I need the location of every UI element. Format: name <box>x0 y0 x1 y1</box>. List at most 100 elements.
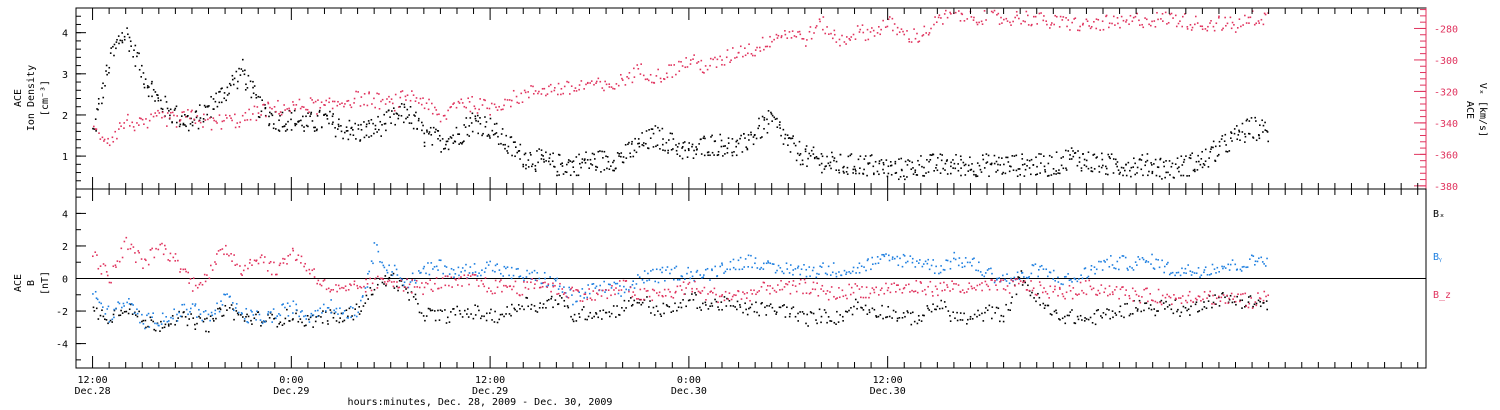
bx-point <box>961 319 964 321</box>
density-point <box>1255 120 1257 122</box>
by-point <box>1197 267 1200 269</box>
bz-point <box>604 289 607 291</box>
by-point <box>141 313 143 316</box>
density-point <box>930 154 933 156</box>
density-point <box>662 149 664 151</box>
by-point <box>152 312 154 315</box>
bx-point <box>866 313 869 315</box>
velocity-point <box>534 90 537 92</box>
bx-point <box>969 318 972 320</box>
velocity-point <box>1199 25 1202 28</box>
density-point <box>1218 140 1221 143</box>
bz-point <box>785 283 787 285</box>
bx-point <box>505 313 507 315</box>
bx-point <box>1024 281 1027 284</box>
by-point <box>643 281 645 284</box>
bz-point <box>1092 287 1095 290</box>
bz-point <box>1119 288 1122 291</box>
bz-point <box>838 296 841 299</box>
bz-point <box>429 279 431 281</box>
velocity-point <box>323 104 325 106</box>
by-point <box>1241 266 1244 268</box>
bx-point <box>279 321 282 324</box>
bx-point <box>760 302 762 305</box>
by-point <box>623 291 626 294</box>
bx-point <box>483 315 485 318</box>
by-point <box>769 262 772 265</box>
bx-point <box>1153 308 1155 310</box>
density-point <box>1238 130 1241 133</box>
by-point <box>747 254 750 257</box>
density-point <box>887 165 890 168</box>
density-point <box>806 165 808 168</box>
density-point <box>667 152 669 154</box>
velocity-point <box>328 97 331 100</box>
bz-point <box>1218 295 1220 298</box>
density-point <box>633 149 636 152</box>
velocity-point <box>439 120 442 123</box>
velocity-point <box>879 33 882 36</box>
velocity-point <box>801 37 804 40</box>
bz-point <box>756 291 759 294</box>
density-point <box>1044 169 1046 171</box>
bx-point <box>717 306 719 308</box>
bx-point <box>1084 317 1086 319</box>
bx-point <box>844 310 847 313</box>
by-point <box>128 297 130 300</box>
velocity-point <box>508 99 511 101</box>
velocity-point <box>814 26 817 29</box>
velocity-point <box>244 119 246 122</box>
density-point <box>435 128 437 131</box>
bx-point <box>510 314 512 317</box>
by-point <box>172 317 174 320</box>
bx-point <box>1102 312 1105 314</box>
by-point <box>724 270 727 273</box>
velocity-point <box>1161 12 1164 15</box>
by-point <box>902 253 905 256</box>
by-point <box>275 317 277 320</box>
density-point <box>316 115 319 117</box>
bz-point <box>622 279 625 282</box>
velocity-point <box>704 65 707 67</box>
density-point <box>1241 122 1244 125</box>
bz-point <box>1069 290 1072 292</box>
by-point <box>104 313 107 315</box>
velocity-point <box>215 120 217 123</box>
density-point <box>1104 165 1107 168</box>
bx-point <box>578 312 580 315</box>
bx-point <box>1077 318 1080 321</box>
density-point <box>843 165 845 168</box>
density-point <box>268 115 270 118</box>
density-point <box>763 117 766 119</box>
bz-point <box>149 249 152 251</box>
bx-point <box>871 307 874 310</box>
density-point <box>457 133 459 135</box>
bz-point <box>959 291 962 293</box>
by-point <box>1246 266 1249 268</box>
density-point <box>259 96 261 98</box>
density-point <box>253 85 256 87</box>
bz-point <box>1089 285 1092 288</box>
density-point <box>126 27 128 29</box>
by-point <box>420 271 422 274</box>
density-point <box>277 129 280 131</box>
field-tick-label: -2 <box>56 307 68 318</box>
density-point <box>303 126 305 128</box>
bz-point <box>519 294 521 297</box>
bx-point <box>991 306 994 308</box>
density-point <box>305 124 308 127</box>
density-point <box>714 140 717 142</box>
by-point <box>528 272 531 275</box>
density-point <box>417 119 420 122</box>
bz-point <box>919 281 922 283</box>
density-point <box>514 155 516 158</box>
density-point <box>245 83 247 86</box>
density-point <box>911 161 914 164</box>
velocity-point <box>903 33 906 36</box>
bx-point <box>1154 314 1157 317</box>
density-point <box>1186 175 1188 177</box>
density-point <box>203 104 206 107</box>
density-point <box>484 116 486 118</box>
density-point <box>281 125 284 128</box>
bz-point <box>244 264 246 267</box>
